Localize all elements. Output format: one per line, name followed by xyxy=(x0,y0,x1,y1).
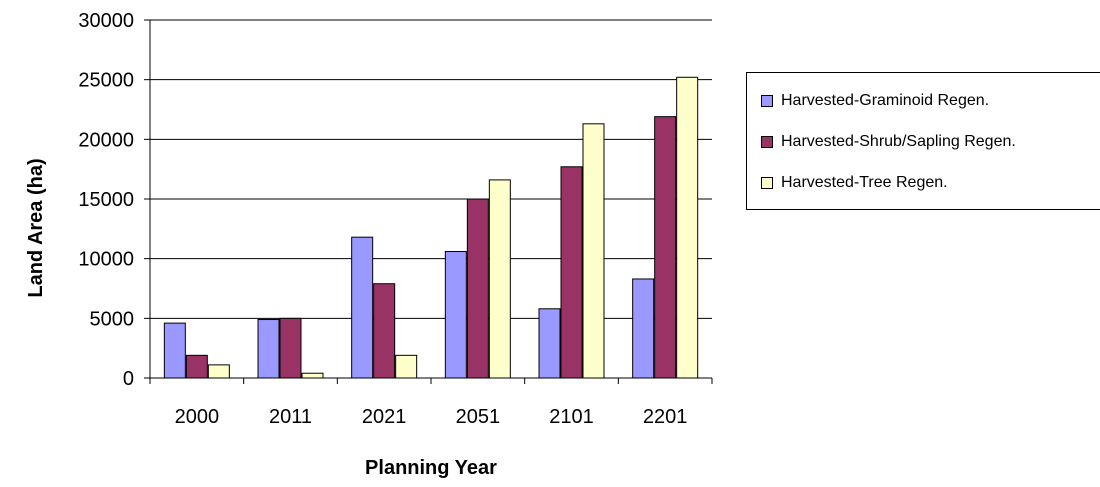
bar xyxy=(466,198,489,379)
legend: Harvested-Graminoid Regen. Harvested-Shr… xyxy=(746,72,1100,210)
bar xyxy=(654,116,677,379)
bar xyxy=(444,251,467,379)
bar xyxy=(560,166,583,379)
y-tick-label: 15000 xyxy=(78,189,134,211)
x-tick-label: 2011 xyxy=(269,406,312,428)
y-tick-label: 30000 xyxy=(78,10,134,32)
y-tick-label: 10000 xyxy=(78,249,134,271)
y-tick-label: 0 xyxy=(123,368,134,390)
legend-swatch-tree xyxy=(761,177,773,189)
bar xyxy=(257,319,280,379)
x-axis-title: Planning Year xyxy=(365,457,497,479)
bar xyxy=(351,236,374,379)
y-tick-label: 25000 xyxy=(78,70,134,92)
bar xyxy=(632,278,655,379)
bars xyxy=(163,76,699,379)
legend-item-shrub-sapling: Harvested-Shrub/Sapling Regen. xyxy=(761,131,1016,153)
bar xyxy=(207,364,230,379)
axes: 0 5000 10000 15000 20000 25000 30000 2000 2011 20… xyxy=(78,10,713,428)
bar xyxy=(676,76,699,379)
bar xyxy=(373,283,396,379)
legend-label-tree: Harvested-Tree Regen. xyxy=(781,174,948,191)
bar xyxy=(163,322,186,379)
x-tick-label: 2201 xyxy=(643,406,688,428)
bar xyxy=(538,308,561,379)
legend-swatch-shrub-sapling xyxy=(761,136,773,148)
legend-item-tree: Harvested-Tree Regen. xyxy=(761,172,948,194)
x-tick-label: 2101 xyxy=(549,406,594,428)
x-tick-label: 2021 xyxy=(362,406,407,428)
x-tick-label: 2051 xyxy=(456,406,501,428)
y-axis-title: Land Area (ha) xyxy=(25,158,47,297)
x-tick-label: 2000 xyxy=(175,406,220,428)
bar xyxy=(488,179,511,379)
y-tick-label: 20000 xyxy=(78,129,134,151)
legend-label-shrub-sapling: Harvested-Shrub/Sapling Regen. xyxy=(781,133,1016,150)
bar xyxy=(185,354,208,379)
legend-swatch-graminoid xyxy=(761,95,773,107)
gridlines xyxy=(150,19,712,319)
legend-label-graminoid: Harvested-Graminoid Regen. xyxy=(781,92,990,109)
bar xyxy=(301,372,324,379)
legend-item-graminoid: Harvested-Graminoid Regen. xyxy=(761,90,989,112)
bar xyxy=(395,354,418,379)
y-tick-label: 5000 xyxy=(90,308,135,330)
bar xyxy=(279,317,302,379)
bar xyxy=(582,123,605,379)
